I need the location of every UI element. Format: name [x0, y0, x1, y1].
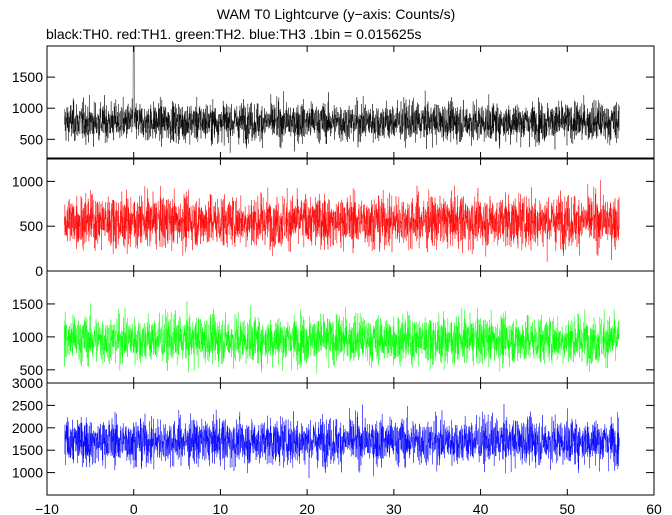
series-line-th0: [64, 46, 620, 153]
x-tick-label--10: −10: [35, 501, 59, 515]
y-tick-label-th3-3000: 3000: [12, 375, 43, 391]
y-tick-label-th1-0: 0: [35, 263, 43, 279]
x-tick-label-30: 30: [386, 501, 402, 515]
x-tick-label-20: 20: [299, 501, 315, 515]
x-tick-label-10: 10: [213, 501, 229, 515]
x-tick-label-40: 40: [473, 501, 489, 515]
series-line-th3: [64, 404, 620, 478]
y-tick-label-th2-500: 500: [20, 362, 44, 378]
y-tick-label-th1-1000: 1000: [12, 173, 43, 189]
chart-subtitle: black:TH0. red:TH1. green:TH2. blue:TH3 …: [46, 26, 422, 42]
y-tick-label-th0-1500: 1500: [12, 69, 43, 85]
series-line-th1: [64, 180, 620, 262]
y-tick-label-th3-2500: 2500: [12, 397, 43, 413]
panel-frame-th3: [46, 382, 655, 496]
y-tick-label-th3-1000: 1000: [12, 465, 43, 481]
y-tick-label-th3-1500: 1500: [12, 442, 43, 458]
y-tick-label-th3-2000: 2000: [12, 420, 43, 436]
y-tick-label-th2-1000: 1000: [12, 329, 43, 345]
y-tick-label-th1-500: 500: [20, 218, 44, 234]
y-tick-label-th0-1000: 1000: [12, 100, 43, 116]
x-tick-label-60: 60: [646, 501, 662, 515]
panel-frame-th2: [46, 270, 655, 384]
y-tick-label-th0-500: 500: [20, 131, 44, 147]
series-line-th2: [64, 301, 620, 374]
x-tick-label-0: 0: [130, 501, 138, 515]
y-tick-label-th2-1500: 1500: [12, 296, 43, 312]
panel-frame-th0: [46, 45, 655, 159]
chart-title: WAM T0 Lightcurve (y−axis: Counts/s): [216, 6, 456, 22]
x-tick-label-50: 50: [559, 501, 575, 515]
